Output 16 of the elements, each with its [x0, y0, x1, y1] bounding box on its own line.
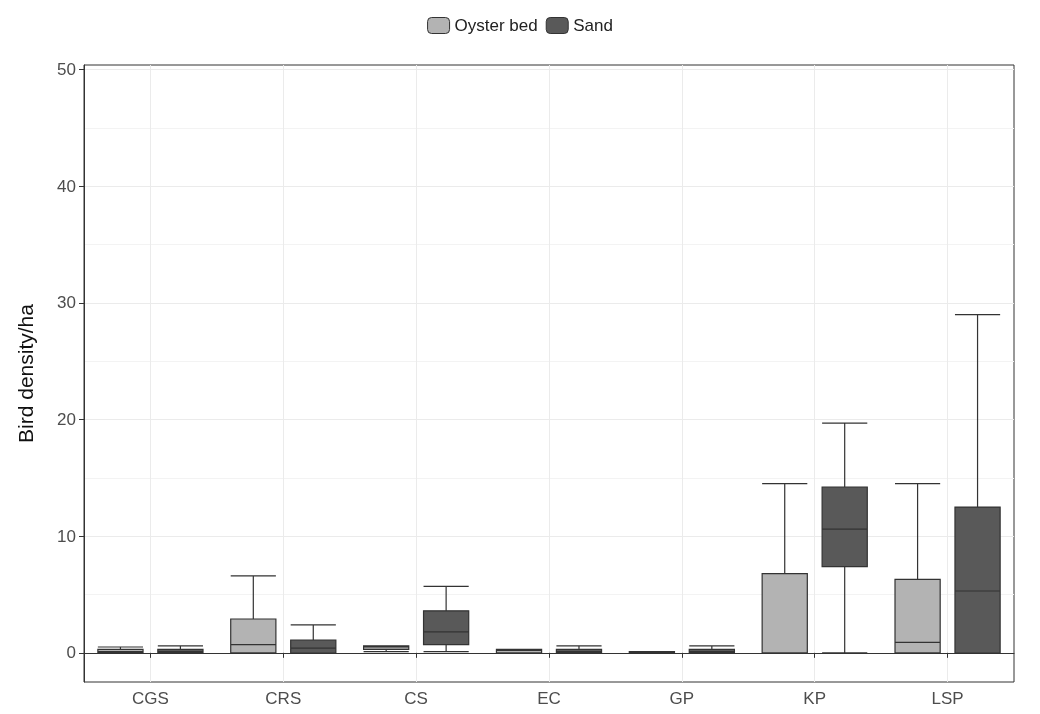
y-tick-label: 30 [57, 293, 76, 313]
x-tick-label: KP [803, 689, 827, 708]
y-axis-title: Bird density/ha [14, 303, 37, 443]
legend-label: Oyster bed [454, 16, 538, 35]
x-tick-label: EC [537, 689, 561, 708]
x-tick-label: GP [669, 689, 695, 708]
x-tick-label: LSP [931, 689, 964, 708]
legend-label: Sand [573, 16, 613, 35]
y-tick-label: 0 [66, 643, 76, 663]
y-tick-label: 40 [57, 176, 76, 196]
x-tick-label: CRS [265, 689, 302, 708]
x-tick-label: CGS [132, 689, 169, 708]
y-tick-label: 50 [57, 60, 76, 80]
y-tick-label: 20 [57, 410, 76, 430]
y-tick-label: 10 [57, 526, 76, 546]
x-tick-label: CS [404, 689, 428, 708]
